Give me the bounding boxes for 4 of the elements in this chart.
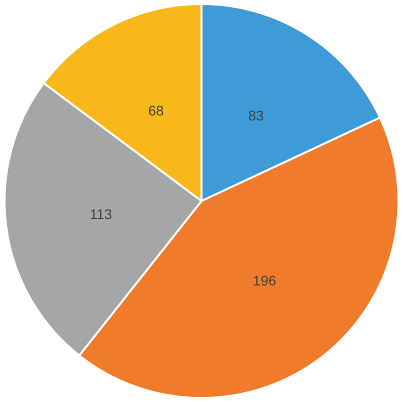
data-label: 68 [148,102,164,118]
data-label: 113 [90,206,112,222]
data-label: 83 [248,107,264,124]
data-label: 196 [252,272,276,289]
